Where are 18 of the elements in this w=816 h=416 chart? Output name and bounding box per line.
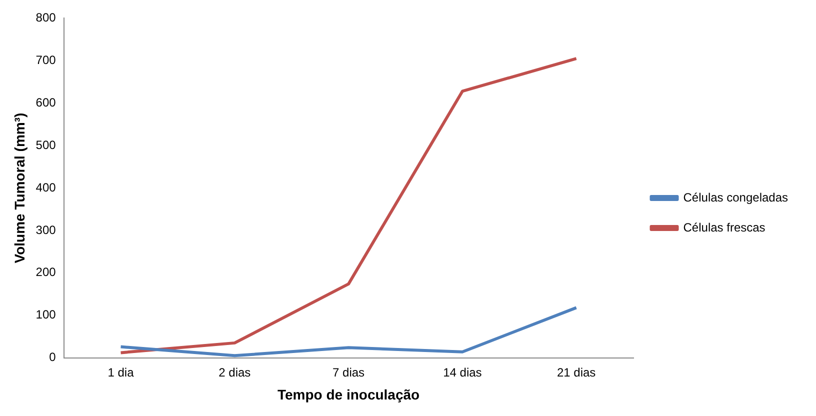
y-tick-label: 700 [36,52,56,67]
x-tick-label: 2 dias [218,365,251,380]
y-tick-label: 600 [36,95,56,110]
y-tick-label: 400 [36,180,56,194]
x-tick-label: 21 dias [556,365,596,380]
legend-label: Células frescas [683,220,766,234]
y-tick-label: 200 [36,265,56,280]
y-axis-title: Volume Tumoral (mm³) [11,112,28,264]
y-tick-label: 800 [36,10,56,25]
x-tick-label: 7 dias [332,365,365,380]
y-tick-label: 500 [36,138,56,152]
legend-label: Células congeladas [683,190,788,204]
y-tick-label: 100 [36,308,56,322]
x-axis-title: Tempo de inoculação [277,386,420,402]
x-tick-label: 14 dias [443,365,482,380]
y-tick-label: 0 [49,350,56,364]
x-tick-label: 1 dia [108,365,134,380]
y-tick-label: 300 [36,222,56,237]
